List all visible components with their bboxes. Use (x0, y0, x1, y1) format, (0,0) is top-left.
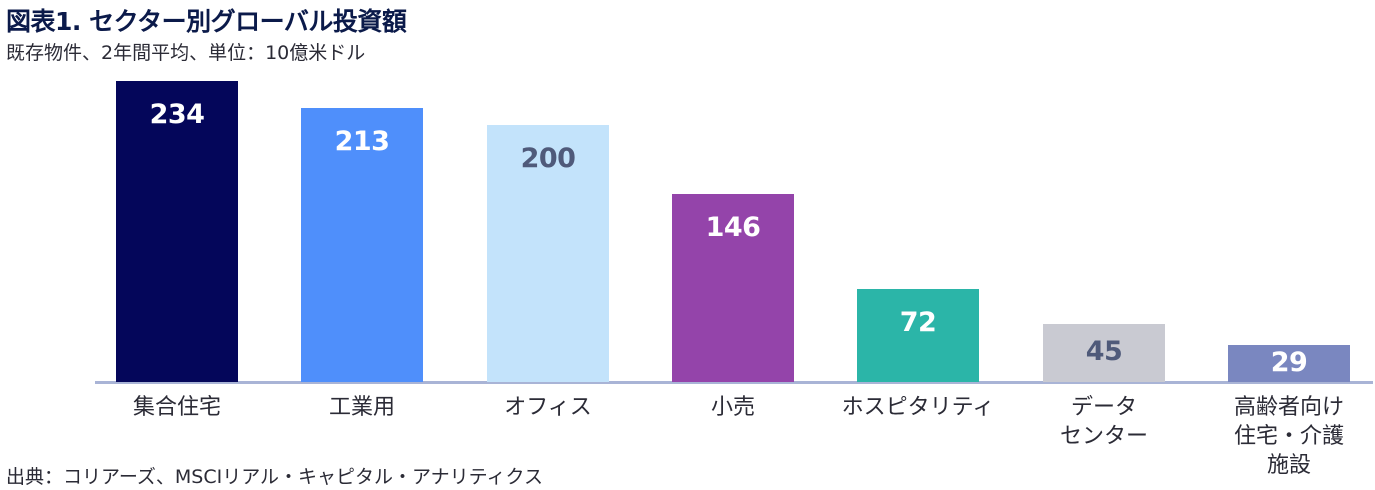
bar-value-label: 72 (899, 307, 937, 338)
category-label: オフィス (504, 395, 592, 420)
bar-7: 29 (1228, 345, 1350, 382)
bar-3: 200 (487, 125, 609, 382)
x-axis-line (95, 381, 1373, 384)
bar-1: 234 (116, 81, 238, 382)
bar-6: 45 (1043, 324, 1165, 382)
bar-5: 72 (857, 289, 979, 382)
category-label: データ センター (1059, 395, 1148, 449)
chart-title: 図表1. セクター別グローバル投資額 (6, 7, 407, 36)
bar-2: 213 (301, 108, 423, 382)
bar-value-label: 146 (705, 212, 761, 243)
category-label: 集合住宅 (132, 395, 221, 420)
bar-value-label: 234 (149, 99, 205, 130)
category-label: ホスピタリティ (841, 395, 995, 420)
category-label: 工業用 (328, 395, 395, 420)
bar-value-label: 213 (334, 126, 390, 157)
category-label: 高齢者向け 住宅・介護 施設 (1233, 395, 1344, 478)
category-label: 小売 (710, 395, 755, 420)
bar-value-label: 45 (1085, 336, 1123, 367)
bar-4: 146 (672, 194, 794, 382)
bar-value-label: 29 (1270, 346, 1308, 378)
source-note: 出典：コリアーズ、MSCIリアル・キャピタル・アナリティクス (6, 466, 543, 488)
chart-subtitle: 既存物件、2年間平均、単位：10億米ドル (6, 42, 366, 64)
bar-value-label: 200 (520, 143, 576, 174)
